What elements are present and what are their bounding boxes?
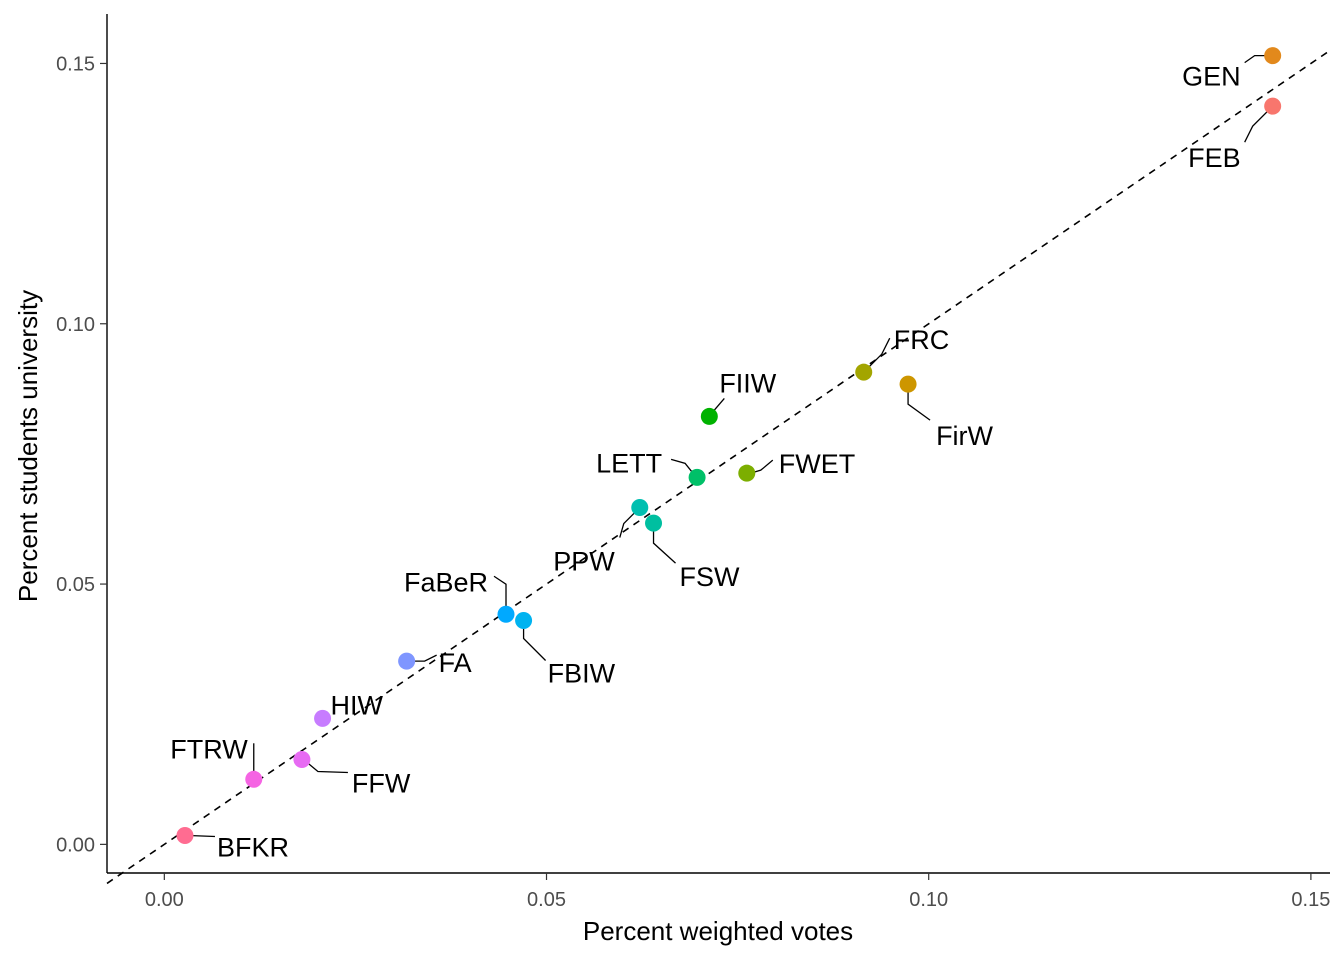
y-tick-label: 0.05 — [56, 574, 95, 596]
data-point — [1264, 97, 1282, 115]
label-leader-line — [1244, 109, 1270, 143]
data-point — [398, 652, 416, 670]
label-leader-line — [522, 624, 547, 661]
data-point — [700, 407, 718, 425]
reference-line — [106, 49, 1331, 885]
x-tick-label: 0.05 — [527, 889, 566, 911]
point-label: FRC — [894, 325, 950, 355]
point-label: FTRW — [170, 734, 248, 764]
label-leader-line — [493, 575, 507, 611]
data-point — [631, 499, 649, 517]
point-label: FIIW — [719, 368, 776, 398]
x-axis-title: Percent weighted votes — [583, 916, 853, 946]
points-layer — [176, 47, 1282, 845]
point-label: BFKR — [217, 833, 289, 863]
label-leader-line — [652, 527, 676, 564]
point-label: HIW — [331, 690, 384, 720]
leader-lines-layer — [188, 54, 1270, 838]
ticks-layer: 0.00 0.05 0.10 0.15 0.00 0.05 0.10 0.15 — [56, 53, 1330, 911]
y-tick-label: 0.10 — [56, 314, 95, 336]
data-point — [738, 464, 756, 482]
reference-line-layer — [106, 49, 1331, 885]
label-leader-line — [907, 388, 931, 421]
data-point — [293, 751, 311, 769]
data-point — [855, 363, 873, 381]
label-leader-line — [619, 511, 637, 538]
point-label: GEN — [1182, 62, 1241, 92]
data-point — [515, 612, 533, 630]
x-tick-label: 0.00 — [145, 889, 184, 911]
data-point — [314, 709, 332, 727]
point-labels-layer: GEN FEB FRC FirW FIIW LETT FWET PPW FSW FaBeR FBIW… — [170, 62, 1240, 863]
data-point — [899, 375, 917, 393]
point-label: FFW — [352, 769, 411, 799]
point-label: PPW — [553, 547, 615, 577]
axes-layer — [106, 14, 1330, 874]
y-axis-title: Percent students university — [13, 290, 43, 602]
point-label: LETT — [596, 448, 662, 478]
data-point — [245, 770, 263, 788]
data-point — [1264, 47, 1282, 65]
point-label: FirW — [936, 421, 993, 451]
point-label: FWET — [779, 449, 855, 479]
point-label: FSW — [680, 562, 741, 592]
point-label: FEB — [1188, 143, 1241, 173]
label-leader-line — [670, 458, 694, 474]
point-label: FaBeR — [404, 567, 488, 597]
label-leader-line — [866, 337, 891, 370]
label-leader-line — [410, 654, 437, 662]
y-tick-label: 0.15 — [56, 53, 95, 75]
data-point — [176, 827, 194, 845]
data-point — [645, 514, 663, 532]
label-leader-line — [305, 761, 348, 774]
data-point — [497, 605, 515, 623]
y-tick-label: 0.00 — [56, 834, 95, 856]
x-tick-label: 0.15 — [1291, 889, 1330, 911]
x-tick-label: 0.10 — [909, 889, 948, 911]
point-label: FA — [439, 648, 472, 678]
data-point — [688, 468, 706, 486]
point-label: FBIW — [548, 659, 616, 689]
